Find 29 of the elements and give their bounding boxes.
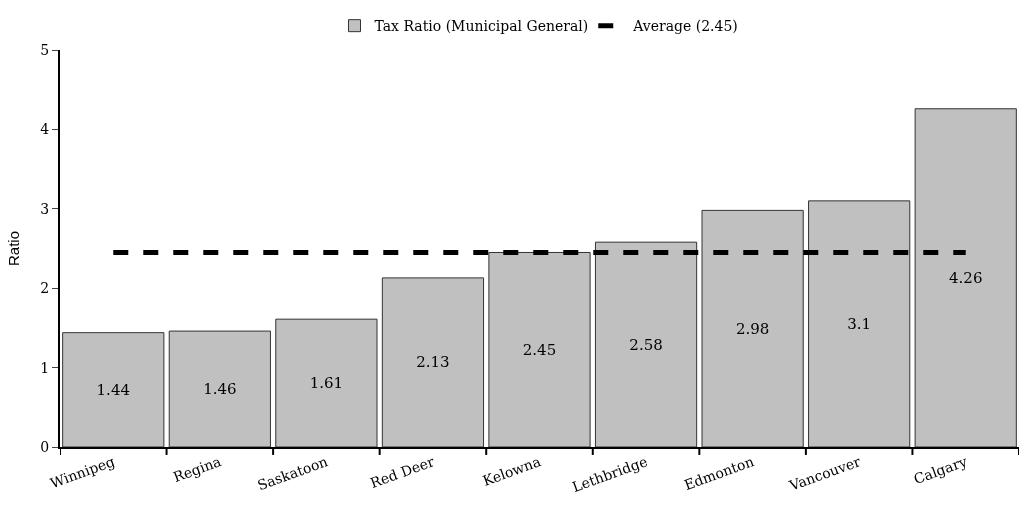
bar	[275, 318, 378, 447]
bar	[381, 277, 485, 447]
bar	[594, 241, 698, 447]
legend-label: Tax Ratio (Municipal General)	[374, 18, 589, 35]
y-tick-label: 5	[40, 41, 50, 58]
data-label: 1.46	[203, 380, 237, 399]
bar	[808, 200, 911, 447]
y-tick-label: 1	[40, 359, 50, 376]
data-label: 2.45	[522, 340, 557, 359]
bar	[168, 330, 271, 447]
y-axis-title: Ratio	[5, 230, 22, 267]
data-label: 1.61	[309, 374, 344, 393]
data-label: 2.98	[735, 319, 770, 338]
bar	[62, 332, 165, 447]
bar	[488, 251, 591, 447]
bar	[701, 209, 804, 447]
data-label: 2.58	[629, 335, 663, 354]
x-tick-label: Red Deer	[368, 453, 437, 492]
y-tick-label: 4	[40, 121, 50, 138]
data-label: 4.26	[949, 268, 983, 287]
data-label: 3.1	[847, 314, 872, 333]
x-tick-label: Regina	[171, 453, 224, 486]
y-tick-label: 2	[40, 280, 50, 297]
data-label: 1.44	[96, 380, 130, 399]
data-label: 2.13	[416, 353, 450, 372]
y-tick-label: 0	[40, 438, 50, 455]
bar	[914, 108, 1017, 447]
legend-label: Average (2.45)	[632, 18, 738, 35]
y-tick-label: 3	[40, 200, 50, 217]
